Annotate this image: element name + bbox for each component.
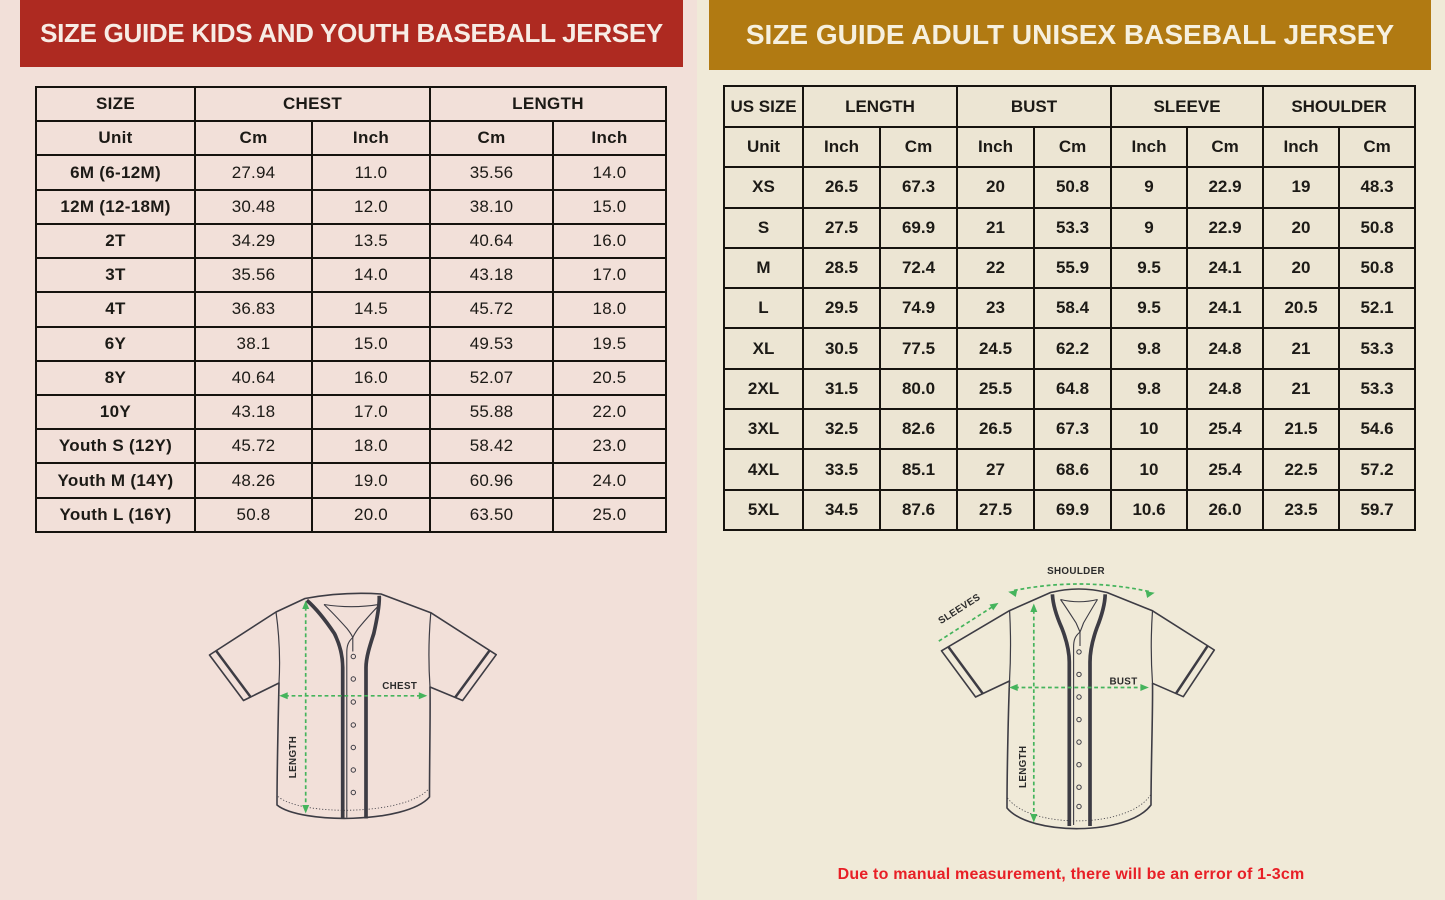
svg-text:SLEEVES: SLEEVES [937,592,983,627]
svg-text:CHEST: CHEST [382,681,417,692]
svg-text:LENGTH: LENGTH [288,736,299,778]
svg-text:LENGTH: LENGTH [1018,746,1029,788]
svg-text:BUST: BUST [1109,677,1137,688]
svg-text:SHOULDER: SHOULDER [1047,566,1105,577]
